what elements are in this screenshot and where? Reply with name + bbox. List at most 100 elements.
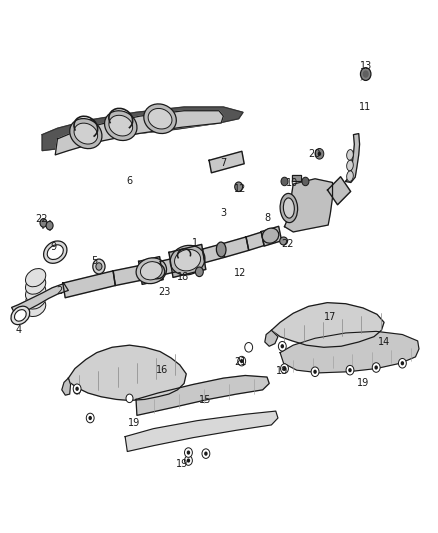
Ellipse shape — [136, 258, 166, 284]
Circle shape — [315, 149, 324, 159]
Text: 4: 4 — [15, 325, 21, 335]
Polygon shape — [346, 134, 360, 182]
Ellipse shape — [109, 115, 133, 136]
Circle shape — [74, 385, 81, 394]
Ellipse shape — [280, 237, 288, 245]
Circle shape — [346, 366, 354, 375]
Text: 9: 9 — [50, 242, 56, 252]
Circle shape — [126, 394, 133, 402]
Ellipse shape — [25, 269, 46, 287]
Text: 1: 1 — [192, 238, 198, 247]
Polygon shape — [12, 284, 68, 316]
Text: 20: 20 — [308, 149, 320, 159]
Ellipse shape — [25, 291, 46, 309]
Text: 11: 11 — [359, 102, 371, 112]
Text: 19: 19 — [176, 459, 188, 469]
Polygon shape — [136, 375, 269, 415]
Text: 2: 2 — [57, 286, 63, 296]
Ellipse shape — [70, 118, 102, 149]
Polygon shape — [125, 411, 278, 451]
Circle shape — [238, 357, 246, 366]
Circle shape — [283, 367, 286, 370]
Ellipse shape — [346, 171, 353, 181]
Circle shape — [318, 152, 321, 156]
Text: 19: 19 — [276, 366, 289, 376]
Polygon shape — [68, 345, 186, 400]
Ellipse shape — [25, 284, 46, 302]
Polygon shape — [265, 330, 278, 346]
Circle shape — [93, 259, 105, 274]
Ellipse shape — [170, 245, 205, 275]
Polygon shape — [209, 151, 244, 173]
Polygon shape — [261, 227, 282, 246]
Ellipse shape — [144, 104, 177, 134]
Polygon shape — [160, 258, 177, 275]
Polygon shape — [202, 244, 225, 263]
Circle shape — [372, 363, 380, 372]
Circle shape — [401, 361, 404, 366]
Circle shape — [40, 219, 47, 227]
Text: 19: 19 — [128, 418, 140, 429]
Polygon shape — [328, 177, 351, 205]
Polygon shape — [285, 179, 332, 232]
Circle shape — [281, 177, 288, 185]
Text: 7: 7 — [220, 158, 226, 168]
Text: 15: 15 — [199, 395, 211, 406]
Circle shape — [374, 366, 378, 369]
Text: 12: 12 — [234, 268, 246, 278]
Circle shape — [240, 359, 244, 364]
Circle shape — [399, 359, 406, 368]
Text: 5: 5 — [92, 256, 98, 266]
Ellipse shape — [216, 242, 226, 257]
Circle shape — [245, 343, 253, 352]
Ellipse shape — [148, 108, 172, 129]
Polygon shape — [246, 232, 264, 251]
Ellipse shape — [346, 160, 353, 171]
Polygon shape — [113, 265, 141, 286]
Polygon shape — [42, 107, 243, 151]
Ellipse shape — [280, 193, 297, 223]
Text: 6: 6 — [127, 176, 133, 187]
Ellipse shape — [283, 198, 294, 218]
Circle shape — [75, 386, 79, 391]
Circle shape — [311, 367, 319, 376]
Ellipse shape — [346, 150, 353, 160]
Polygon shape — [63, 271, 115, 298]
Text: 17: 17 — [324, 312, 336, 322]
Ellipse shape — [25, 276, 46, 294]
Ellipse shape — [74, 123, 98, 144]
Circle shape — [73, 384, 81, 393]
Text: 22: 22 — [35, 214, 48, 224]
Circle shape — [184, 448, 192, 457]
Text: 8: 8 — [264, 213, 270, 223]
Text: 19: 19 — [357, 378, 369, 389]
Text: 21: 21 — [234, 357, 246, 367]
Ellipse shape — [25, 298, 46, 317]
Ellipse shape — [141, 262, 162, 280]
Text: 12: 12 — [234, 184, 246, 195]
Circle shape — [204, 451, 208, 456]
Polygon shape — [62, 378, 71, 395]
Circle shape — [302, 177, 309, 185]
Polygon shape — [280, 332, 419, 373]
Text: 14: 14 — [378, 337, 390, 347]
Circle shape — [96, 263, 102, 270]
Ellipse shape — [105, 111, 137, 141]
Ellipse shape — [11, 306, 30, 325]
Polygon shape — [292, 175, 301, 181]
Text: 10: 10 — [286, 177, 298, 188]
Circle shape — [363, 70, 369, 78]
Polygon shape — [139, 256, 163, 285]
Circle shape — [184, 456, 192, 465]
Circle shape — [281, 344, 284, 349]
Polygon shape — [169, 245, 206, 277]
Circle shape — [281, 364, 288, 373]
Ellipse shape — [174, 249, 201, 271]
Circle shape — [187, 450, 190, 455]
Circle shape — [187, 458, 190, 463]
Ellipse shape — [47, 245, 64, 260]
Ellipse shape — [44, 241, 67, 263]
Ellipse shape — [262, 228, 279, 243]
Circle shape — [360, 68, 371, 80]
Circle shape — [86, 413, 94, 423]
